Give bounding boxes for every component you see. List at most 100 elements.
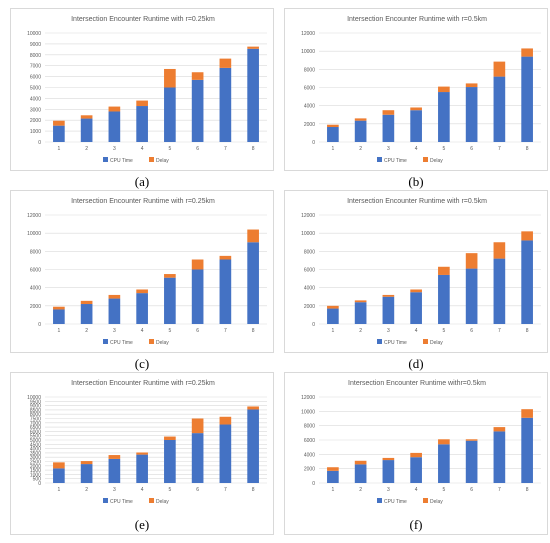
bar-cpu-time [164,440,176,483]
y-tick-label: 5000 [30,438,41,444]
bar-cpu-time [382,460,395,483]
x-tick-label: 4 [415,328,418,334]
subfigure-label-c: (c) [134,356,150,371]
bar-delay [521,48,533,57]
bar-delay [136,289,148,294]
y-tick-label: 12000 [301,395,315,401]
bar-cpu-time [191,433,204,483]
bar-cpu-time [493,431,506,483]
x-tick-label: 6 [196,487,199,493]
subfigure-label-d: (d) [408,356,424,371]
x-tick-label: 8 [252,146,255,152]
y-tick-label: 8000 [304,67,315,73]
x-tick-label: 2 [85,146,88,152]
bar-delay [521,231,533,241]
y-tick-label: 4000 [30,286,41,292]
chart-title: Intersection Encounter Runtime with r=0.… [347,16,487,23]
x-tick-label: 7 [498,146,501,152]
bar-delay [219,255,232,260]
y-tick-label: 2000 [304,122,315,128]
bar-delay [327,124,339,128]
legend-label-cpu-time: CPU Time [384,499,407,505]
bar-cpu-time [410,292,422,324]
legend-swatch-cpu-time [103,157,108,162]
bar-cpu-time [493,258,506,324]
x-tick-label: 2 [359,146,362,152]
y-tick-label: 0 [312,140,315,146]
y-tick-label: 3000 [30,455,41,461]
bar-delay [465,253,478,269]
legend-swatch-delay [149,498,154,503]
bar-delay [493,427,506,432]
x-tick-label: 4 [415,487,418,493]
chart-panel-e: Intersection Encounter Runtime with r=0.… [10,372,274,535]
legend-swatch-delay [423,339,428,344]
subfigure-label-a: (a) [134,174,150,189]
y-tick-label: 1000 [30,129,41,135]
bar-cpu-time [354,464,367,483]
bar-delay [493,61,506,77]
y-tick-label: 2000 [30,304,41,310]
x-tick-label: 4 [141,487,144,493]
bar-cpu-time [410,457,422,483]
bar-delay [164,68,176,88]
y-tick-label: 0 [38,140,41,146]
bar-delay [410,452,422,458]
bar-delay [354,460,367,465]
y-tick-label: 6000 [30,429,41,435]
y-tick-label: 6000 [30,268,41,274]
bar-delay [438,266,450,275]
x-tick-label: 1 [331,328,334,334]
y-tick-label: 0 [312,481,315,487]
bar-delay [80,300,93,305]
bar-cpu-time [136,106,148,142]
y-tick-label: 5000 [30,86,41,92]
y-tick-label: 7000 [30,421,41,427]
legend-swatch-delay [423,498,428,503]
y-tick-label: 8000 [304,424,315,430]
x-tick-label: 4 [415,146,418,152]
legend-label-delay: Delay [430,499,443,505]
x-tick-label: 3 [113,328,116,334]
bar-cpu-time [53,468,65,483]
legend-label-delay: Delay [156,340,169,346]
bar-delay [382,110,395,115]
bar-delay [164,274,176,278]
legend-swatch-cpu-time [377,339,382,344]
y-tick-label: 2000 [30,464,41,470]
y-tick-label: 2000 [304,467,315,473]
bar-delay [108,455,121,459]
bar-delay [53,120,65,126]
bar-delay [108,294,121,299]
legend-label-cpu-time: CPU Time [110,158,133,164]
bar-delay [53,462,65,469]
bar-delay [80,461,93,465]
subfigure-label-e: (e) [134,517,150,532]
legend-swatch-delay [149,339,154,344]
bar-delay [438,86,450,93]
legend-label-delay: Delay [156,158,169,164]
y-tick-label: 4000 [304,286,315,292]
x-tick-label: 6 [470,487,473,493]
y-tick-label: 0 [38,481,41,487]
bar-delay [247,46,259,49]
x-tick-label: 8 [526,146,529,152]
bar-delay [247,229,259,243]
legend-label-delay: Delay [430,340,443,346]
chart-b: Intersection Encounter Runtime with r=0.… [301,16,541,164]
bar-delay [219,416,232,425]
bar-delay [136,100,148,107]
legend-swatch-cpu-time [103,498,108,503]
bar-cpu-time [465,268,478,324]
y-tick-label: 6000 [30,75,41,81]
x-tick-label: 3 [387,487,390,493]
subfigure-label-b: (b) [408,174,424,189]
y-tick-label: 0 [38,322,41,328]
legend-swatch-delay [149,157,154,162]
x-tick-label: 6 [196,328,199,334]
legend-label-delay: Delay [430,158,443,164]
bar-delay [53,306,65,310]
chart-panel-d: Intersection Encounter Runtime with r=0.… [284,190,548,353]
y-tick-label: 4000 [30,447,41,453]
x-tick-label: 4 [141,146,144,152]
